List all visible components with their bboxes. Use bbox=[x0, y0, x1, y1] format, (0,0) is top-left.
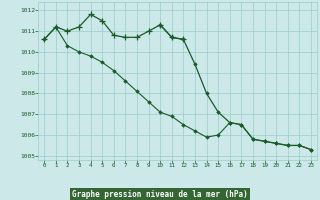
Text: Graphe pression niveau de la mer (hPa): Graphe pression niveau de la mer (hPa) bbox=[72, 190, 248, 199]
